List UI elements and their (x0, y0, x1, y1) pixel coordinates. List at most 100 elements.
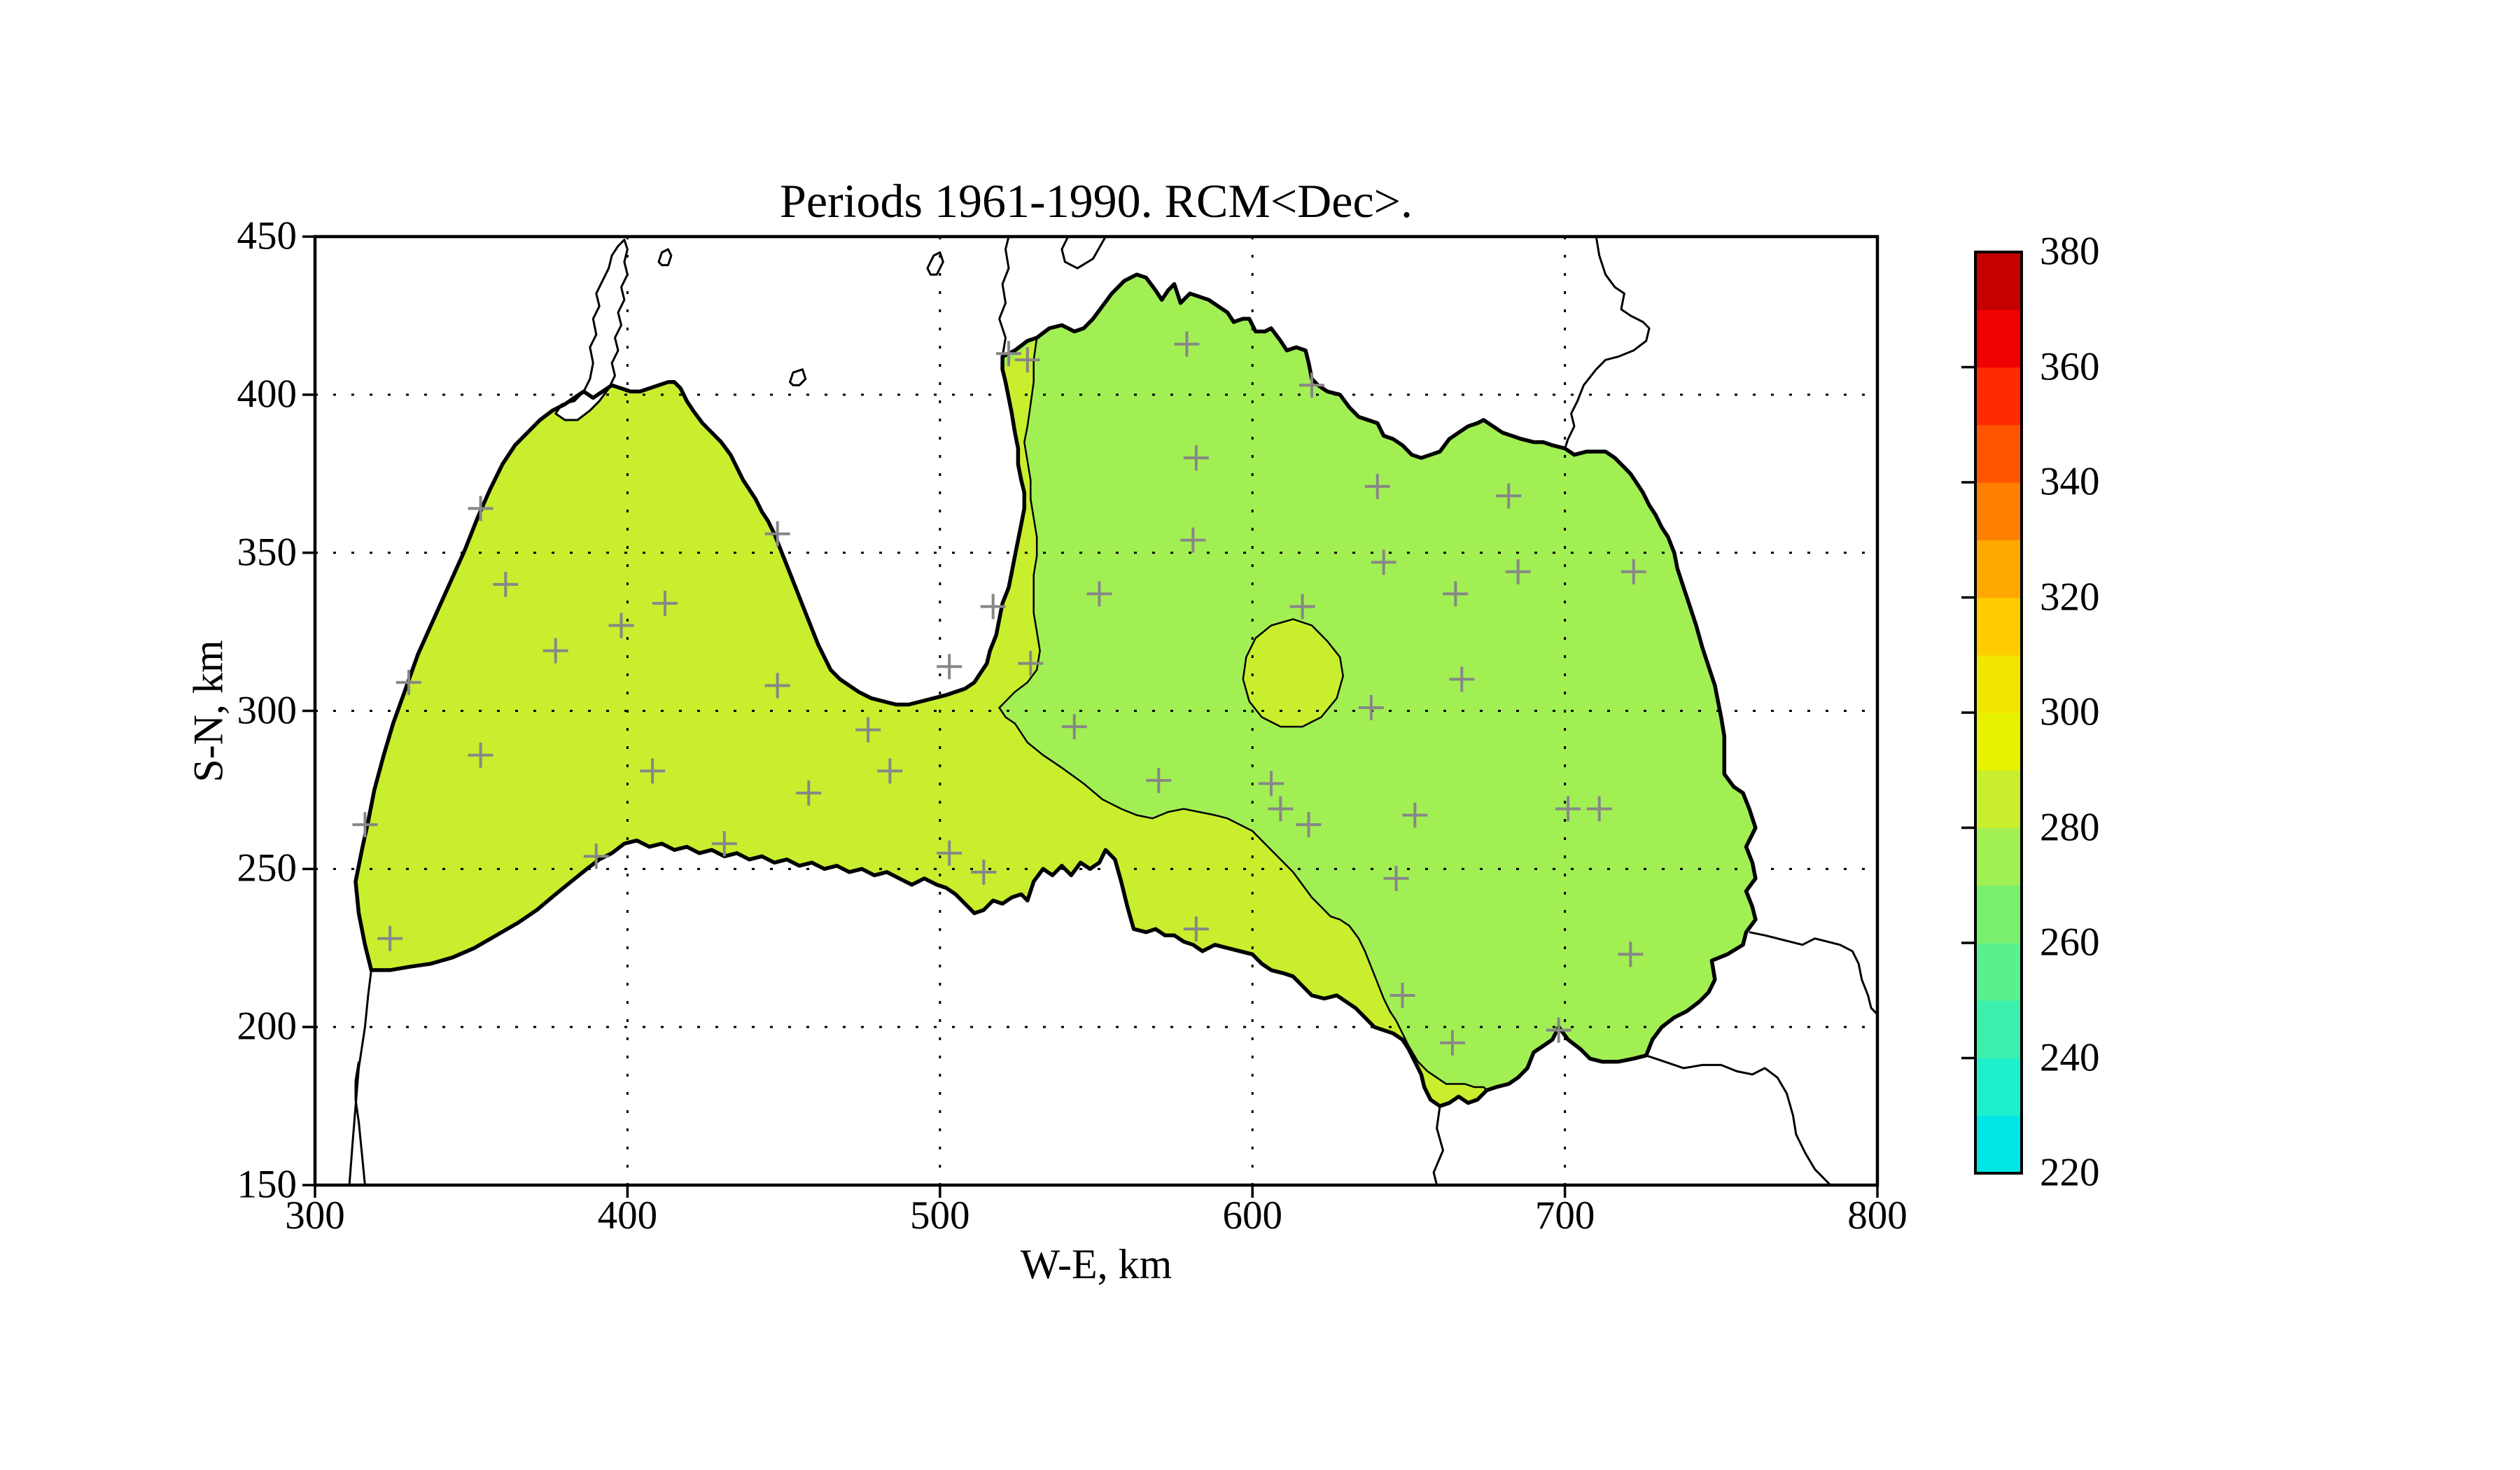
station-plus-marker (937, 654, 962, 680)
neighbor-border-line (1564, 236, 1651, 449)
station-plus-marker (1496, 483, 1522, 509)
station-plus-marker (1268, 796, 1294, 822)
station-plus-marker (608, 612, 634, 638)
station-plus-marker (493, 571, 519, 597)
colorbar-band (1975, 367, 2022, 426)
station-plus-marker (640, 758, 666, 784)
station-plus-marker (1183, 445, 1209, 471)
neighbor-border-line (1432, 1105, 1444, 1186)
station-plus-marker (1402, 802, 1428, 828)
y-tick-label: 150 (237, 1162, 298, 1207)
x-tick-label: 700 (1534, 1194, 1595, 1238)
colorbar-band (1975, 713, 2022, 771)
colorbar-tick-label: 300 (2040, 690, 2100, 734)
station-plus-marker (1439, 1030, 1465, 1056)
neighbor-border-line (1749, 931, 1879, 1016)
station-plus-marker (1258, 771, 1284, 797)
station-plus-marker (1018, 650, 1044, 676)
island-outline (554, 239, 629, 421)
x-tick-label: 600 (1222, 1194, 1282, 1238)
colorbar-tick-label: 320 (2040, 575, 2100, 620)
island-outline (926, 251, 944, 276)
colorbar-band (1975, 885, 2022, 944)
colorbar-tick-label: 360 (2040, 344, 2100, 389)
x-tick-label: 500 (910, 1194, 970, 1238)
station-plus-marker (1383, 865, 1409, 891)
station-plus-marker (1174, 331, 1200, 357)
station-plus-marker (542, 638, 568, 664)
y-tick-label: 450 (237, 214, 298, 258)
station-plus-marker (855, 717, 881, 743)
colorbar-band (1975, 252, 2022, 310)
station-plus-marker (652, 590, 678, 616)
station-plus-marker (1299, 372, 1325, 398)
station-plus-marker (1364, 473, 1390, 499)
station-plus-marker (1620, 559, 1646, 584)
colorbar-tick-label: 380 (2040, 229, 2100, 274)
y-tick-label: 350 (237, 530, 298, 575)
island-outline (789, 368, 807, 386)
station-plus-marker (1390, 983, 1415, 1008)
station-plus-marker (352, 812, 378, 838)
country-outline (354, 272, 1758, 1108)
station-plus-marker (468, 742, 493, 768)
y-axis-label: S-N, km (185, 640, 232, 783)
station-plus-marker (1555, 796, 1581, 822)
y-tick-label: 250 (237, 846, 298, 890)
colorbar-band (1975, 770, 2022, 829)
colorbar-band (1975, 540, 2022, 598)
station-plus-marker (1358, 694, 1384, 720)
station-plus-marker (1014, 347, 1040, 373)
region-west-fill (356, 337, 1487, 1107)
x-tick-label: 300 (285, 1194, 345, 1238)
colorbar-band (1975, 309, 2022, 368)
colorbar-band (1975, 654, 2022, 713)
station-plus-marker (971, 859, 997, 885)
station-plus-marker (980, 594, 1006, 620)
y-tick-label: 300 (237, 688, 298, 733)
station-plus-marker (1296, 812, 1322, 838)
station-plus-marker (711, 831, 737, 857)
colorbar-tick-label: 240 (2040, 1035, 2100, 1080)
station-plus-marker (1086, 581, 1112, 607)
colorbar-band (1975, 597, 2022, 656)
station-plus-marker (1289, 594, 1315, 620)
station-plus-marker (1061, 714, 1087, 740)
colorbar-band (1975, 1115, 2022, 1174)
station-plus-marker (396, 669, 421, 695)
station-plus-marker (937, 840, 962, 866)
station-plus-marker (1505, 559, 1531, 584)
neighbor-border-line (998, 236, 1010, 357)
colorbar-band (1975, 943, 2022, 1001)
island-outline (657, 248, 673, 267)
x-tick-label: 800 (1847, 1194, 1907, 1238)
colorbar-tick-label: 260 (2040, 920, 2100, 965)
colorbar-band (1975, 482, 2022, 540)
colorbar-tick-label: 220 (2040, 1150, 2100, 1195)
neighbor-border-line (1060, 236, 1107, 270)
contour-line-280 (997, 337, 1488, 1091)
colorbar-band (1975, 1058, 2022, 1116)
station-plus-marker (877, 758, 903, 784)
station-plus-marker (1443, 581, 1469, 607)
station-plus-marker (1449, 666, 1475, 692)
central-spot-contour (1242, 618, 1344, 728)
x-axis-label: W-E, km (1020, 1241, 1172, 1287)
station-plus-marker (1618, 941, 1644, 967)
station-plus-marker (1180, 527, 1206, 553)
chart-title: Periods 1961-1990. RCM<Dec>. (780, 174, 1413, 227)
x-tick-label: 400 (597, 1194, 658, 1238)
y-tick-label: 400 (237, 372, 298, 416)
neighbor-border-line (354, 1061, 366, 1186)
station-plus-marker (1146, 767, 1172, 793)
station-plus-marker (1546, 1017, 1572, 1043)
neighbor-border-line (1646, 1054, 1832, 1186)
colorbar-band (1975, 424, 2022, 483)
station-plus-marker (996, 341, 1022, 367)
station-plus-marker (468, 496, 493, 522)
colorbar-band (1975, 827, 2022, 886)
station-plus-marker (1586, 796, 1612, 822)
station-plus-marker (1183, 916, 1209, 942)
